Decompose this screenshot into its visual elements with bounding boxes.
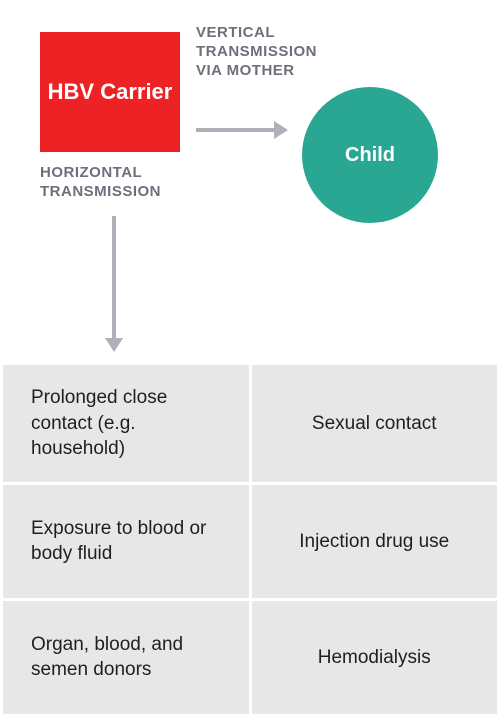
transmission-diagram: HBV Carrier Child VERTICAL TRANSMISSION … (0, 0, 500, 360)
vertical-transmission-label: VERTICAL TRANSMISSION VIA MOTHER (196, 24, 317, 80)
table-row: Prolonged close contact (e.g. household)… (2, 364, 499, 484)
label-line: HORIZONTAL (40, 164, 142, 181)
label-line: TRANSMISSION (40, 183, 161, 200)
table-cell: Prolonged close contact (e.g. household) (2, 364, 251, 484)
hbv-carrier-node: HBV Carrier (40, 32, 180, 152)
child-node: Child (302, 87, 438, 223)
horizontal-transmission-label: HORIZONTAL TRANSMISSION (40, 164, 161, 202)
table-row: Exposure to blood or body fluid Injectio… (2, 483, 499, 599)
table-cell: Injection drug use (250, 483, 499, 599)
table-row: Organ, blood, and semen donors Hemodialy… (2, 599, 499, 715)
arrow-right-icon (184, 118, 300, 142)
arrow-down-icon (102, 204, 126, 364)
child-label: Child (345, 144, 395, 167)
label-line: VERTICAL (196, 24, 275, 41)
table-cell: Organ, blood, and semen donors (2, 599, 251, 715)
label-line: VIA MOTHER (196, 62, 295, 79)
table-cell: Sexual contact (250, 364, 499, 484)
hbv-carrier-label: HBV Carrier (48, 78, 173, 106)
table-cell: Hemodialysis (250, 599, 499, 715)
table-cell: Exposure to blood or body fluid (2, 483, 251, 599)
label-line: TRANSMISSION (196, 43, 317, 60)
horizontal-transmission-table: Prolonged close contact (e.g. household)… (0, 362, 500, 717)
